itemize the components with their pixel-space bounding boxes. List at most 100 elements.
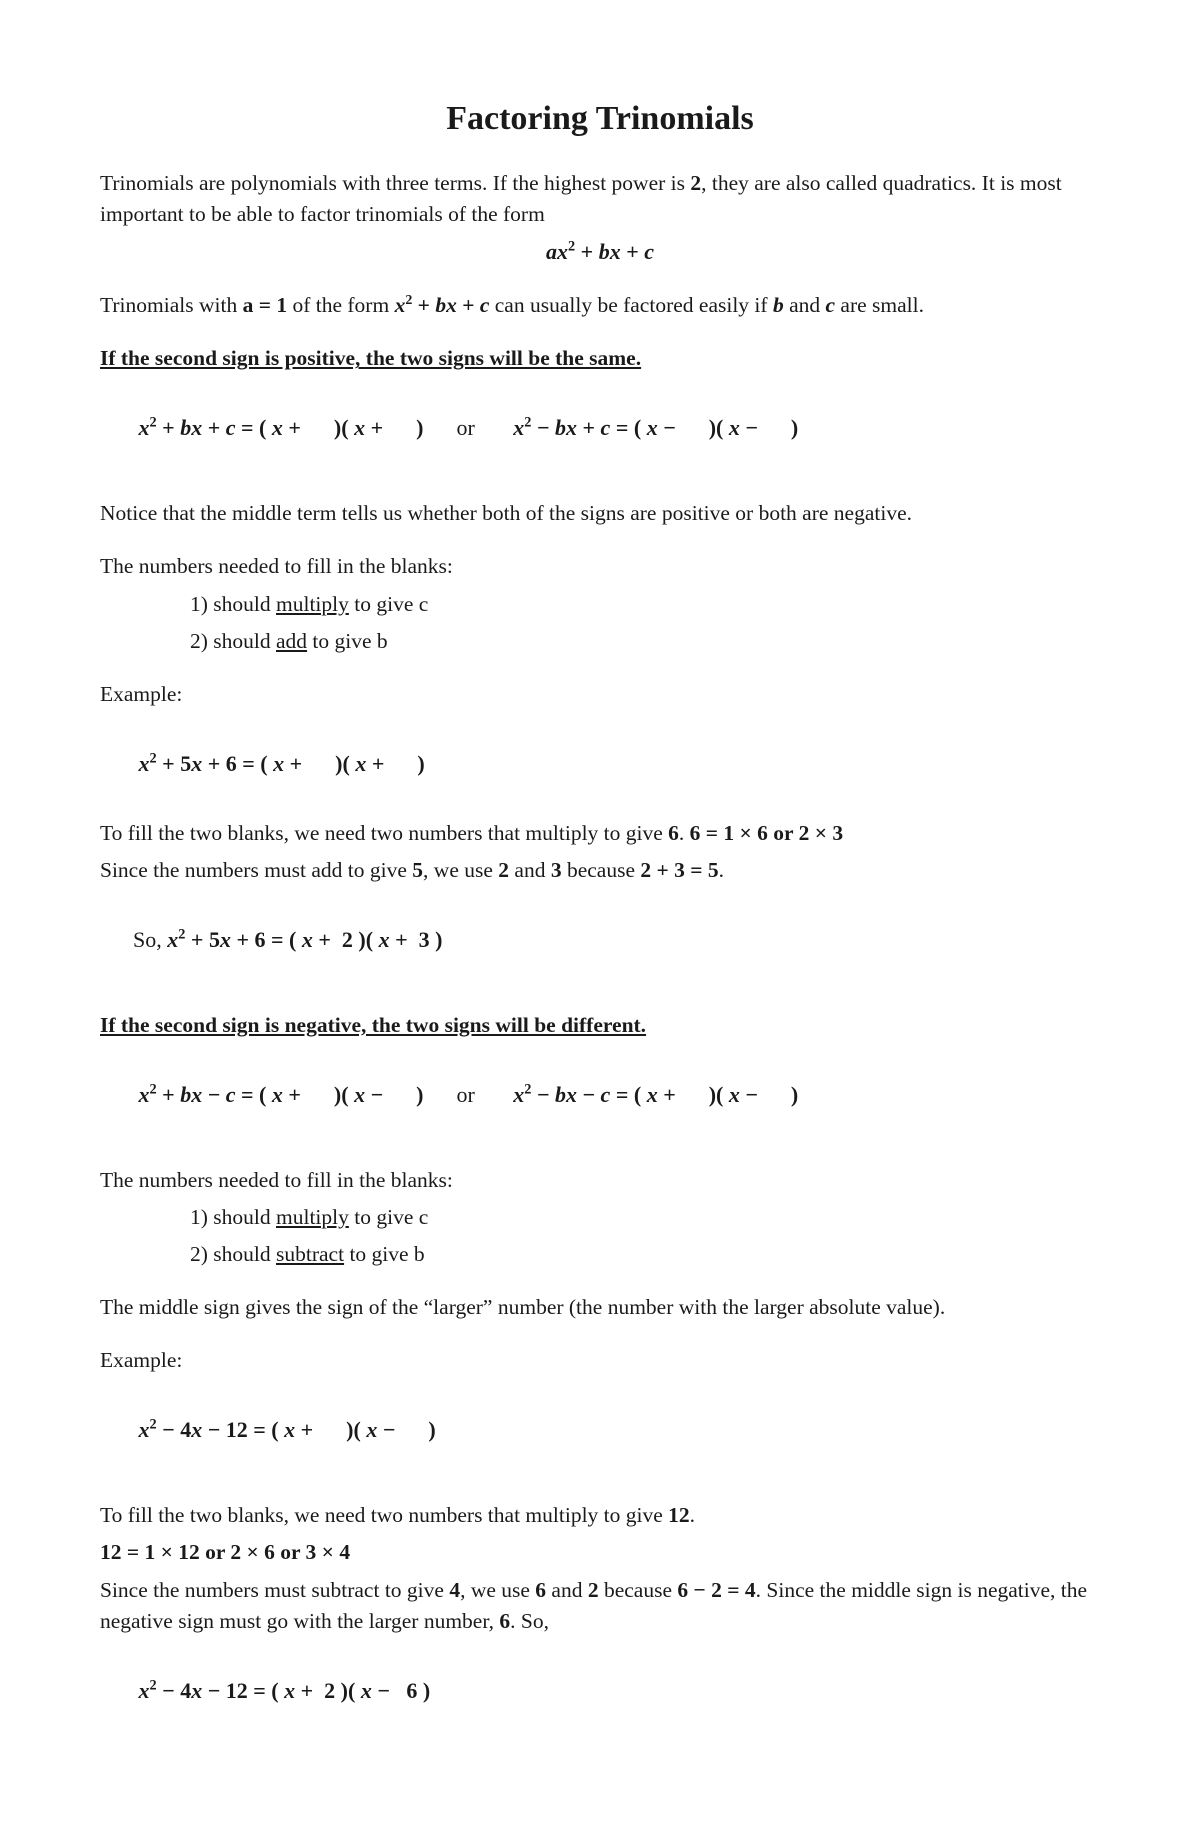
op: − <box>202 1678 226 1703</box>
var-c: c <box>826 293 836 317</box>
var-x: x <box>566 1082 577 1107</box>
text: Since the numbers must subtract to give <box>100 1578 449 1602</box>
example1-equation: x2 + 5x + 6 = ( x + )( x + ) <box>100 716 1100 812</box>
var-x: x <box>191 415 202 440</box>
var-x: x <box>302 927 313 952</box>
op: − <box>157 1678 181 1703</box>
var-x: x <box>379 927 390 952</box>
text: are small. <box>835 293 924 317</box>
a-equals-1-block: Trinomials with a = 1 of the form x2 + b… <box>100 290 1100 321</box>
op: + 3 ) <box>390 927 443 952</box>
var-x: x <box>361 1678 372 1703</box>
text: Since the numbers must add to give <box>100 858 412 882</box>
page-title: Factoring Trinomials <box>100 100 1100 138</box>
var-c: c <box>601 1082 611 1107</box>
op: = ( <box>610 415 646 440</box>
example2-equation: x2 − 4x − 12 = ( x + )( x − ) <box>100 1383 1100 1479</box>
num: 4 <box>180 1417 191 1442</box>
var-x: x <box>395 293 406 317</box>
text: 2) should <box>190 629 276 653</box>
op: + <box>412 293 435 317</box>
sup: 2 <box>150 415 157 431</box>
text: multiply <box>276 1205 349 1229</box>
text: Trinomials are polynomials with three te… <box>100 171 690 195</box>
text: , we use <box>423 858 498 882</box>
text: . <box>690 1503 695 1527</box>
num: 6 <box>535 1578 546 1602</box>
var-c: c <box>480 293 490 317</box>
text: or <box>423 415 513 440</box>
op: + <box>577 415 601 440</box>
op: − ) <box>740 415 798 440</box>
var-x: x <box>273 751 284 776</box>
text: to give c <box>349 1205 428 1229</box>
var-x: x <box>354 415 365 440</box>
text: To fill the two blanks, we need two numb… <box>100 1503 668 1527</box>
var-x: x <box>133 415 150 440</box>
op: − 6 ) <box>372 1678 430 1703</box>
example1-block: Example: x2 + 5x + 6 = ( x + )( x + ) To… <box>100 679 1100 988</box>
text: . So, <box>510 1609 549 1633</box>
text: Trinomials with <box>100 293 243 317</box>
text: and <box>509 858 551 882</box>
num: 5 <box>180 751 191 776</box>
text: and <box>784 293 826 317</box>
blanks1-item2: 2) should add to give b <box>100 626 1100 657</box>
num: 6 <box>255 927 266 952</box>
op: + ) <box>365 415 423 440</box>
intro-block: Trinomials are polynomials with three te… <box>100 168 1100 268</box>
op: = ( <box>236 415 272 440</box>
example2-block: Example: x2 − 4x − 12 = ( x + )( x − ) <box>100 1345 1100 1478</box>
document-page: Factoring Trinomials Trinomials are poly… <box>0 0 1200 1821</box>
blanks2-item2: 2) should subtract to give b <box>100 1239 1100 1270</box>
blanks2-item1: 1) should multiply to give c <box>100 1202 1100 1233</box>
op: + <box>157 1082 181 1107</box>
text: and <box>546 1578 588 1602</box>
op: = ( <box>610 1082 646 1107</box>
blanks-intro: The numbers needed to fill in the blanks… <box>100 551 1100 582</box>
text: to give b <box>344 1242 425 1266</box>
sup: 2 <box>150 1082 157 1098</box>
general-form: ax2 + bx + c <box>100 236 1100 268</box>
var-c: c <box>601 415 611 440</box>
text: 2) should <box>190 1242 276 1266</box>
var-x: x <box>133 1678 150 1703</box>
text: of the form <box>287 293 394 317</box>
var-b: b <box>180 415 191 440</box>
num: 2 <box>498 858 509 882</box>
op: + <box>575 239 599 264</box>
text: add <box>276 629 307 653</box>
var-b: b <box>180 1082 191 1107</box>
var-x: x <box>355 751 366 776</box>
op: = ( <box>248 1417 284 1442</box>
example1-explain2: Since the numbers must add to give 5, we… <box>100 855 1100 886</box>
text: 2 <box>690 171 701 195</box>
op: + <box>621 239 645 264</box>
op: − <box>531 1082 555 1107</box>
rule2-block: If the second sign is negative, the two … <box>100 1010 1100 1143</box>
var-x: x <box>610 239 621 264</box>
var-x: x <box>191 1082 202 1107</box>
text: . <box>679 821 690 845</box>
var-x: x <box>566 415 577 440</box>
text: to give c <box>349 592 428 616</box>
num: 4 <box>449 1578 460 1602</box>
var-x: x <box>366 1417 377 1442</box>
op: + 2 )( <box>313 927 379 952</box>
text: 2 + 3 = 5 <box>640 858 718 882</box>
middle-sign-block: The middle sign gives the sign of the “l… <box>100 1292 1100 1323</box>
var-x: x <box>284 1678 295 1703</box>
text: subtract <box>276 1242 344 1266</box>
num: 5 <box>209 927 220 952</box>
example1-explain1: To fill the two blanks, we need two numb… <box>100 818 1100 849</box>
notice-text: Notice that the middle term tells us whe… <box>100 498 1100 529</box>
var-x: x <box>446 293 457 317</box>
num: 3 <box>551 858 562 882</box>
op: = ( <box>237 751 273 776</box>
var-b: b <box>435 293 446 317</box>
op: + <box>231 927 255 952</box>
text: So, <box>133 927 167 952</box>
text: multiply <box>276 592 349 616</box>
var-x: x <box>647 415 658 440</box>
var-x: x <box>133 751 150 776</box>
